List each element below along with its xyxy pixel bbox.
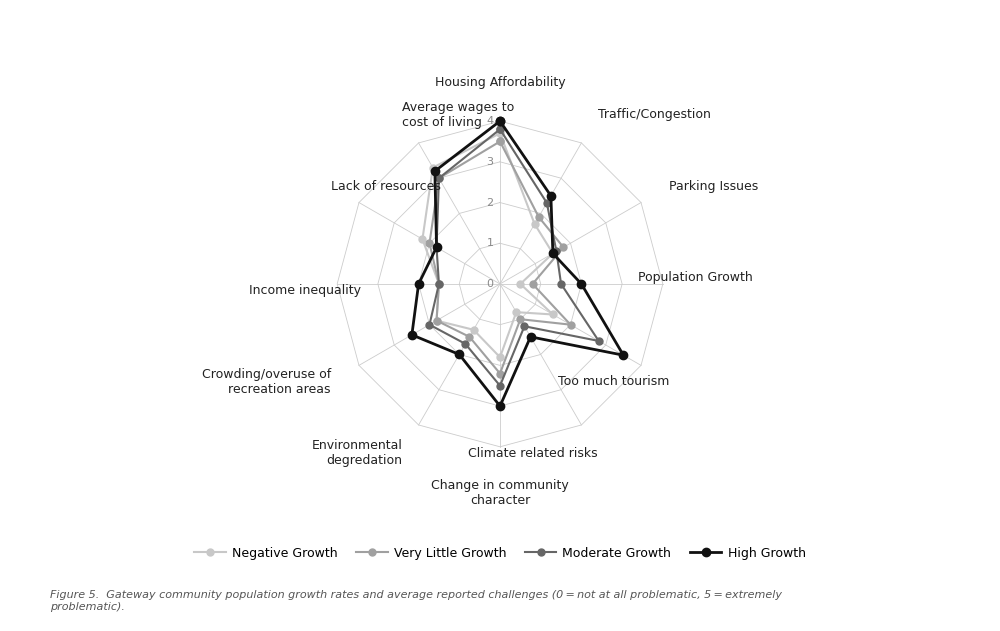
Text: 1: 1 [486, 239, 493, 248]
Text: Figure 5.  Gateway community population growth rates and average reported challe: Figure 5. Gateway community population g… [50, 590, 782, 611]
Text: Average wages to
cost of living: Average wages to cost of living [402, 101, 515, 129]
Text: 3: 3 [486, 157, 493, 167]
Text: Lack of resources: Lack of resources [331, 180, 441, 192]
Text: Traffic/Congestion: Traffic/Congestion [598, 109, 711, 121]
Text: 2: 2 [486, 198, 493, 208]
Legend: Negative Growth, Very Little Growth, Moderate Growth, High Growth: Negative Growth, Very Little Growth, Mod… [189, 542, 811, 565]
Text: Climate related risks: Climate related risks [468, 447, 598, 459]
Text: Crowding/overuse of
recreation areas: Crowding/overuse of recreation areas [202, 368, 331, 396]
Text: 4: 4 [486, 116, 493, 126]
Text: Income inequality: Income inequality [249, 284, 361, 297]
Text: Parking Issues: Parking Issues [669, 180, 758, 192]
Text: Change in community
character: Change in community character [431, 480, 569, 507]
Text: Population Growth: Population Growth [638, 271, 753, 284]
Text: 0: 0 [486, 279, 493, 289]
Text: Too much tourism: Too much tourism [558, 375, 669, 388]
Text: Housing Affordability: Housing Affordability [435, 76, 565, 88]
Text: Environmental
degredation: Environmental degredation [311, 439, 402, 467]
